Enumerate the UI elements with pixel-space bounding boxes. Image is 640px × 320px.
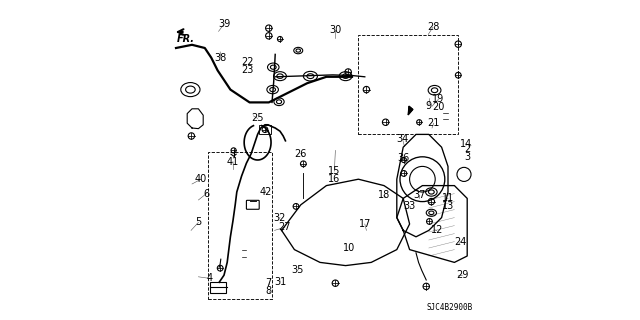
Text: 36: 36 [397, 153, 410, 164]
Text: 25: 25 [252, 113, 264, 124]
Text: 20: 20 [432, 102, 445, 112]
Bar [210, 282, 226, 293]
Text: 40: 40 [195, 174, 207, 184]
Text: 3: 3 [464, 152, 470, 162]
Text: 21: 21 [428, 118, 440, 128]
Text: 4: 4 [207, 273, 212, 284]
Text: 2: 2 [464, 144, 470, 154]
Text: 33: 33 [403, 201, 416, 212]
Text: 24: 24 [454, 236, 467, 247]
Polygon shape [408, 106, 413, 115]
Text: 27: 27 [278, 222, 291, 232]
Text: 37: 37 [413, 190, 426, 200]
Text: 35: 35 [291, 265, 304, 276]
Text: 17: 17 [358, 219, 371, 229]
Text: 39: 39 [218, 19, 230, 29]
Text: 16: 16 [328, 173, 340, 184]
Text: 26: 26 [294, 148, 307, 159]
Text: 5: 5 [195, 217, 202, 228]
Text: 29: 29 [456, 270, 468, 280]
Text: 22: 22 [241, 57, 253, 68]
Text: 19: 19 [432, 94, 445, 104]
Text: 7: 7 [266, 278, 272, 288]
Bar [208, 152, 272, 299]
Text: 41: 41 [227, 156, 239, 167]
Text: 31: 31 [274, 276, 286, 287]
Text: SJC4B2900B: SJC4B2900B [427, 303, 473, 312]
Text: 10: 10 [342, 243, 355, 253]
Text: 42: 42 [259, 187, 272, 197]
Text: 32: 32 [274, 212, 286, 223]
Text: FR.: FR. [177, 34, 195, 44]
Text: 12: 12 [431, 225, 443, 236]
Text: 28: 28 [427, 22, 439, 32]
Text: 11: 11 [442, 193, 454, 204]
Text: 9: 9 [426, 100, 432, 111]
Text: 8: 8 [266, 286, 272, 296]
Text: 23: 23 [241, 65, 253, 75]
Text: 14: 14 [460, 139, 472, 149]
Text: 13: 13 [442, 201, 454, 212]
Text: 38: 38 [214, 52, 227, 63]
Text: 18: 18 [378, 190, 390, 200]
Text: 30: 30 [329, 25, 342, 36]
Text: 15: 15 [328, 166, 340, 176]
Bar [259, 125, 271, 134]
Bar [358, 35, 458, 134]
Text: 34: 34 [396, 134, 409, 144]
Text: 6: 6 [204, 188, 209, 199]
